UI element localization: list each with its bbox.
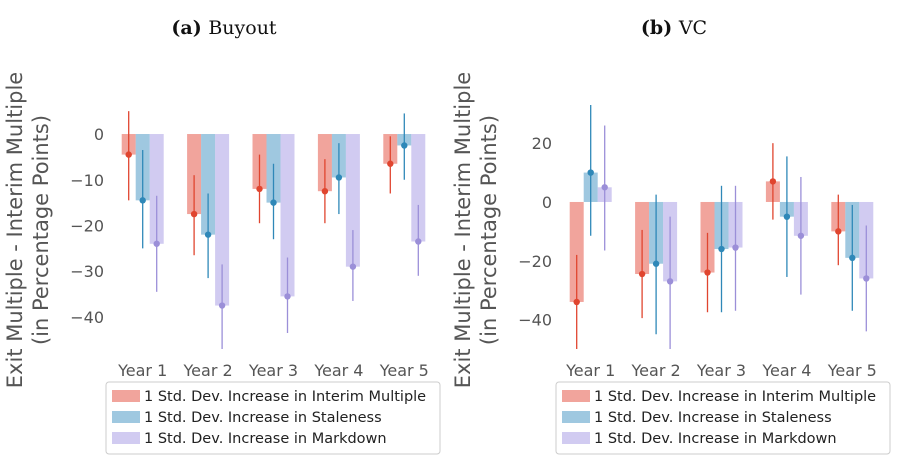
bar-markdown xyxy=(149,134,164,244)
bar-markdown xyxy=(411,134,426,242)
y-axis-label-units: (in Percentage Points) xyxy=(29,115,53,345)
point-staleness xyxy=(270,199,277,206)
point-markdown xyxy=(218,302,226,309)
legend-label-interim: 1 Std. Dev. Increase in Interim Multiple xyxy=(594,389,876,405)
x-tick-label: Year 4 xyxy=(313,361,363,380)
point-markdown xyxy=(797,232,805,239)
x-tick-label: Year 5 xyxy=(827,361,877,380)
point-markdown xyxy=(666,278,674,285)
point-interim xyxy=(638,270,646,278)
legend-swatch-staleness xyxy=(562,411,590,423)
point-interim xyxy=(256,185,263,193)
bar-interim xyxy=(569,201,584,302)
bar-staleness xyxy=(201,134,216,235)
legend-swatch-interim xyxy=(112,390,140,402)
point-interim xyxy=(769,178,777,185)
point-staleness xyxy=(718,245,725,253)
chart-title: (a) Buyout xyxy=(171,17,277,39)
point-staleness xyxy=(139,197,146,204)
bar-markdown xyxy=(345,134,360,267)
x-tick-label: Year 1 xyxy=(565,361,615,380)
point-interim xyxy=(321,187,329,195)
point-markdown xyxy=(415,238,422,245)
legend: 1 Std. Dev. Increase in Interim Multiple… xyxy=(555,381,891,455)
y-tick-label: −30 xyxy=(70,262,104,281)
legend-swatch-markdown xyxy=(112,432,140,444)
point-interim xyxy=(387,160,394,167)
y-axis-label: Exit Multiple - Interim Multiple xyxy=(451,72,475,388)
y-tick-label: −20 xyxy=(70,217,104,236)
y-tick-label: 20 xyxy=(532,134,552,153)
legend-label-markdown: 1 Std. Dev. Increase in Markdown xyxy=(144,431,387,447)
chart-title: (b) VC xyxy=(641,17,707,39)
legend-label-staleness: 1 Std. Dev. Increase in Staleness xyxy=(144,410,382,426)
bar-interim xyxy=(187,134,202,215)
x-tick-label: Year 3 xyxy=(696,361,746,380)
point-staleness xyxy=(849,254,856,262)
y-tick-label: −20 xyxy=(518,252,552,271)
point-markdown xyxy=(153,240,160,247)
point-interim xyxy=(704,269,711,276)
point-interim xyxy=(573,298,580,306)
legend-label-interim: 1 Std. Dev. Increase in Interim Multiple xyxy=(144,389,426,405)
legend-box xyxy=(555,381,891,455)
y-tick-label: 0 xyxy=(542,193,552,212)
point-staleness xyxy=(652,260,660,267)
chart-panel-vc: (b) VC Exit Multiple - Interim Multiple (i… xyxy=(451,17,891,455)
chart-panel-buyout: (a) Buyout Exit Multiple - Interim Multip… xyxy=(3,17,441,455)
legend-label-staleness: 1 Std. Dev. Increase in Staleness xyxy=(594,410,832,426)
point-markdown xyxy=(349,263,357,270)
x-tick-label: Year 4 xyxy=(761,361,811,380)
x-tick-label: Year 1 xyxy=(117,361,167,380)
point-staleness xyxy=(587,169,594,176)
point-interim xyxy=(190,210,198,218)
legend-swatch-interim xyxy=(562,390,590,402)
chart-title-prefix: (a) xyxy=(171,17,208,39)
point-staleness xyxy=(401,142,408,149)
y-tick-label: −40 xyxy=(518,311,552,330)
point-markdown xyxy=(601,184,608,191)
point-markdown xyxy=(732,244,739,251)
bar-markdown xyxy=(215,134,230,306)
y-tick-label: 0 xyxy=(94,125,104,144)
legend-label-markdown: 1 Std. Dev. Increase in Markdown xyxy=(594,431,837,447)
x-tick-label: Year 5 xyxy=(379,361,429,380)
point-staleness xyxy=(335,174,343,181)
point-staleness xyxy=(783,213,791,220)
chart-title-name: VC xyxy=(678,17,707,39)
point-markdown xyxy=(863,275,870,282)
y-axis-label-units: (in Percentage Points) xyxy=(477,115,501,345)
x-tick-label: Year 3 xyxy=(248,361,298,380)
x-tick-label: Year 2 xyxy=(631,361,681,380)
legend: 1 Std. Dev. Increase in Interim Multiple… xyxy=(105,381,441,455)
point-interim xyxy=(125,151,132,158)
point-markdown xyxy=(284,293,291,300)
bar-markdown xyxy=(280,134,295,297)
point-interim xyxy=(835,228,842,235)
y-tick-label: −40 xyxy=(70,308,104,327)
y-tick-label: −10 xyxy=(70,171,104,190)
legend-swatch-markdown xyxy=(562,432,590,444)
x-tick-label: Year 2 xyxy=(183,361,233,380)
legend-box xyxy=(105,381,441,455)
chart-title-name: Buyout xyxy=(208,17,277,39)
point-staleness xyxy=(204,231,212,238)
y-axis-label: Exit Multiple - Interim Multiple xyxy=(3,72,27,388)
chart-title-prefix: (b) xyxy=(641,17,679,39)
legend-swatch-staleness xyxy=(112,411,140,423)
